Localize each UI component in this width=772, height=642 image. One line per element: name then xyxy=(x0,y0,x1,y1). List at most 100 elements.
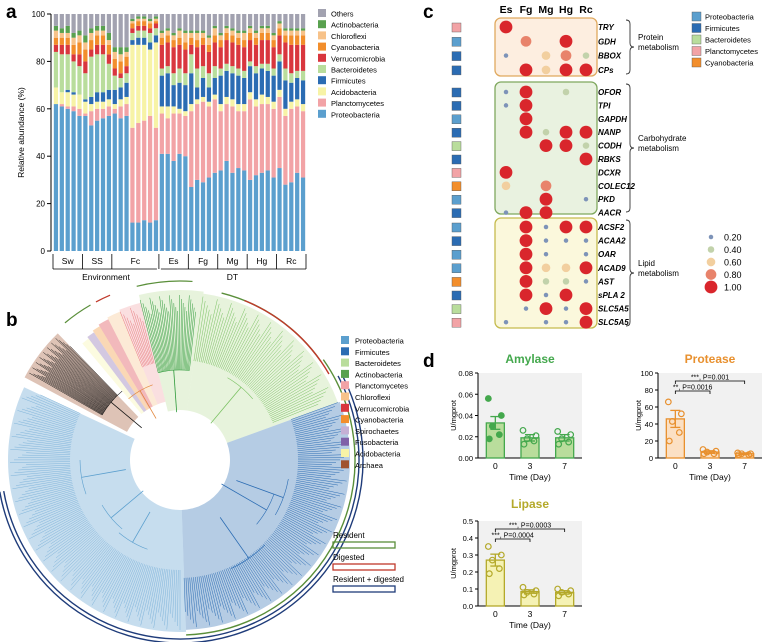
stack-segment-others xyxy=(77,14,82,31)
stack-segment-acidobacteria xyxy=(206,101,212,107)
tree-branch xyxy=(110,485,150,519)
gene-label: sPLA 2 xyxy=(598,291,625,300)
stack-segment-firmicutes xyxy=(159,75,164,107)
stack-segment-others xyxy=(295,14,300,29)
stack-segment-chloroflexi xyxy=(65,32,70,38)
stack-segment-planctomycetes xyxy=(265,104,270,171)
y-tick-label: 0.5 xyxy=(463,517,473,526)
ring-legend-label: Digested xyxy=(333,553,365,562)
stack-segment-bacteroidetes xyxy=(195,68,200,88)
stack-segment-proteobacteria xyxy=(265,170,270,251)
size-legend-label: 0.60 xyxy=(724,258,742,268)
gene-label: AST xyxy=(597,277,615,286)
stack-segment-actinobacteria xyxy=(71,32,76,38)
stack-segment-actinobacteria xyxy=(224,25,229,29)
stack-segment-bacteroidetes xyxy=(77,66,82,95)
size-legend-label: 0.20 xyxy=(724,233,742,243)
stack-segment-verrucomicrobia xyxy=(206,51,212,74)
stack-segment-actinobacteria xyxy=(183,30,188,33)
stack-segment-bacteroidetes xyxy=(265,63,270,71)
stack-segment-acidobacteria xyxy=(83,101,88,114)
tree-branch-arc xyxy=(118,532,148,550)
stack-segment-cyanobacteria xyxy=(112,59,117,69)
data-point xyxy=(700,450,708,458)
tree-branch xyxy=(81,469,126,478)
tree-branch xyxy=(205,386,242,430)
stack-segment-proteobacteria xyxy=(124,115,129,251)
dot xyxy=(501,181,511,191)
gene-phylum-swatch xyxy=(451,222,462,233)
stack-segment-acidobacteria xyxy=(200,96,206,102)
stack-segment-planctomycetes xyxy=(212,99,217,173)
stack-segment-planctomycetes xyxy=(224,104,229,161)
dot xyxy=(539,192,553,206)
stack-segment-others xyxy=(265,14,270,26)
data-point xyxy=(555,592,563,600)
stack-segment-proteobacteria xyxy=(59,106,64,252)
tree-branch-arc xyxy=(101,504,123,530)
stack-segment-chloroflexi xyxy=(195,32,200,41)
stack-segment-cyanobacteria xyxy=(59,37,64,45)
stack-segment-firmicutes xyxy=(147,42,153,50)
stack-segment-bacteroidetes xyxy=(177,68,182,83)
stack-segment-bacteroidetes xyxy=(171,73,176,86)
category-brace xyxy=(625,219,635,327)
stack-segment-bacteroidetes xyxy=(236,68,241,76)
stack-segment-verrucomicrobia xyxy=(271,47,276,69)
gene-phylum-swatch xyxy=(451,318,462,328)
legend-label: Cyanobacteria xyxy=(355,416,404,425)
category-label: metabolism xyxy=(638,43,679,52)
stack-segment-planctomycetes xyxy=(65,106,70,109)
stack-segment-chloroflexi xyxy=(283,30,288,36)
stack-segment-cyanobacteria xyxy=(153,21,159,24)
dot xyxy=(563,306,569,311)
stack-segment-proteobacteria xyxy=(142,220,147,251)
stack-segment-chloroflexi xyxy=(277,23,282,29)
stack-segment-others xyxy=(112,14,117,48)
gene-phylum-swatch xyxy=(451,168,462,178)
stack-segment-chloroflexi xyxy=(124,51,129,57)
stack-segment-planctomycetes xyxy=(153,127,159,221)
x-tick-label: 0 xyxy=(673,461,678,471)
stack-segment-proteobacteria xyxy=(206,177,212,251)
significance-bracket xyxy=(674,380,746,384)
stack-segment-firmicutes xyxy=(100,92,106,102)
stack-segment-actinobacteria xyxy=(265,25,270,29)
stack-segment-cyanobacteria xyxy=(200,37,206,45)
data-point xyxy=(530,590,538,598)
stack-segment-actinobacteria xyxy=(124,47,129,52)
y-tick-label: 0.3 xyxy=(463,551,473,560)
stack-segment-proteobacteria xyxy=(283,184,288,251)
stack-segment-others xyxy=(230,14,235,29)
data-point xyxy=(710,450,718,458)
size-legend-dot xyxy=(705,269,717,280)
stack-segment-proteobacteria xyxy=(153,220,159,251)
dot xyxy=(543,238,549,243)
data-point xyxy=(519,426,527,434)
stack-segment-verrucomicrobia xyxy=(300,44,306,71)
stack-segment-verrucomicrobia xyxy=(224,40,229,64)
stack-segment-proteobacteria xyxy=(171,160,176,251)
stack-segment-proteobacteria xyxy=(95,120,100,252)
stack-segment-cyanobacteria xyxy=(277,28,282,36)
stack-segment-others xyxy=(89,14,94,29)
stack-segment-actinobacteria xyxy=(83,35,88,43)
stack-segment-bacteroidetes xyxy=(165,66,170,74)
gene-phylum-swatch xyxy=(451,236,462,246)
stack-segment-firmicutes xyxy=(271,75,276,102)
y-axis-label: Relative abundance (%) xyxy=(16,87,26,178)
stack-segment-firmicutes xyxy=(118,87,123,100)
stack-segment-acidobacteria xyxy=(189,104,194,112)
column-header: Rc xyxy=(579,4,593,16)
stack-segment-chloroflexi xyxy=(95,30,100,36)
gene-phylum-swatch xyxy=(451,65,462,76)
stack-segment-planctomycetes xyxy=(165,118,170,154)
y-tick-label: 0.06 xyxy=(458,390,473,399)
gene-label: RBKS xyxy=(598,155,621,164)
stack-segment-chloroflexi xyxy=(130,21,135,24)
stack-segment-actinobacteria xyxy=(153,16,159,19)
legend-label: Actinobacteria xyxy=(331,21,379,30)
panel-label-d: d xyxy=(423,351,435,372)
significance-label: ***, P=0.0004 xyxy=(492,533,534,540)
